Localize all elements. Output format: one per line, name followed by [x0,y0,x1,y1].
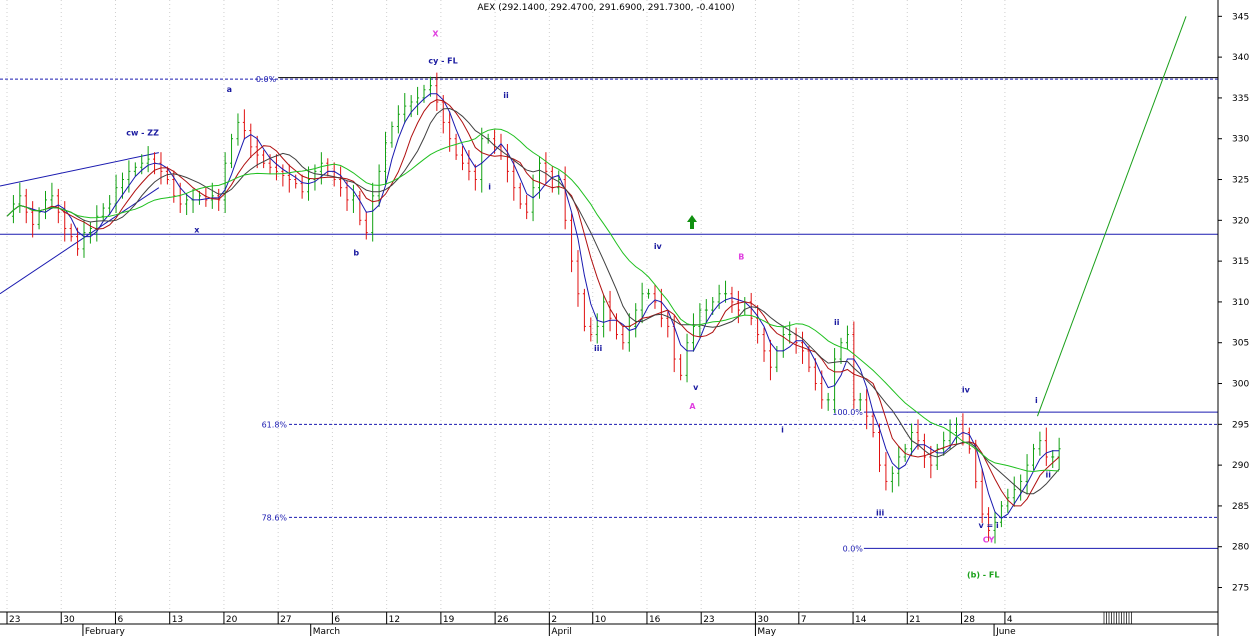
wave-label: x [194,226,200,235]
y-tick-label: 290 [1232,461,1249,471]
x-tick-label: 4 [1007,615,1013,625]
wave-label: v [693,383,699,392]
month-label: May [757,627,776,636]
x-tick-label: 10 [595,615,607,625]
x-tick-label: 19 [443,615,455,625]
wave-label: iii [594,344,602,353]
up-arrow-icon [687,215,697,229]
y-tick-label: 285 [1232,502,1249,512]
month-label: June [995,627,1016,636]
wave-label: iv [962,385,971,394]
x-tick-label: 21 [909,615,920,625]
y-tick-label: 300 [1232,380,1249,390]
x-tick-label: 16 [649,615,661,625]
wave-label: B [738,252,744,261]
y-tick-label: 335 [1232,94,1249,104]
level-label: 0.0% [256,75,277,84]
wave-label: iv [654,242,663,251]
y-tick-label: 325 [1232,176,1249,186]
x-tick-label: 12 [389,615,400,625]
month-label: February [85,627,126,636]
wave-label: i [781,425,784,434]
wedge-lower-line [0,187,160,295]
month-label: April [551,627,572,636]
y-tick-label: 295 [1232,420,1249,430]
wave-label: (b) - FL [967,571,1000,580]
x-tick-label: 7 [801,615,807,625]
x-tick-label: 28 [964,615,976,625]
level-label: 61.8% [262,420,288,429]
x-tick-label: 2 [551,615,557,625]
x-tick-label: 23 [703,615,714,625]
x-tick-label: 30 [63,615,75,625]
y-tick-label: 345 [1232,12,1249,22]
y-tick-label: 340 [1232,53,1249,63]
y-tick-label: 320 [1232,216,1249,226]
wave-label: i [488,182,491,191]
ma-fast-line [6,93,1060,519]
wave-label: CY [983,536,995,545]
projection-line [1036,16,1187,417]
x-tick-label: 6 [117,615,123,625]
month-label: March [313,627,340,636]
wave-label: cy - FL [428,57,457,66]
x-tick-label: 6 [334,615,340,625]
wave-label: cw - ZZ [126,128,159,137]
ma-mid-line [6,99,1060,507]
y-axis: 275 280 285 290 295 300 305 310 315 320 325 330 335 3… [1217,0,1249,636]
y-tick-label: 330 [1232,135,1249,145]
x-tick-label: 13 [172,615,183,625]
trend-lines [0,16,1187,417]
wave-label: a [227,85,232,94]
y-tick-label: 305 [1232,339,1249,349]
fibonacci-levels: 0.0% 61.8% 78.6% 100.0% 0.0% [0,75,1218,553]
wave-label: A [689,402,696,411]
price-candles [11,72,1061,544]
wave-label: X [432,30,439,39]
wave-label: ii [503,91,509,100]
x-tick-label: 26 [497,615,509,625]
x-tick-label: 20 [226,615,238,625]
x-tick-label: 23 [9,615,20,625]
wave-label: iii [876,509,884,518]
ma-long-line [6,128,1060,473]
moving-averages [6,93,1060,519]
wedge-upper-line [0,152,159,187]
y-tick-label: 315 [1232,257,1249,267]
x-tick-label: 14 [855,615,867,625]
y-tick-label: 280 [1232,543,1249,553]
x-axis: 23 30 6 13 20 27 6 12 19 26 2 10 16 23 30 7 14 21 28 4 Febru… [0,611,1218,636]
level-label: 100.0% [832,408,863,417]
ma-slow-line [6,107,1060,495]
wave-label: v = i [979,521,999,530]
level-label: 0.0% [843,544,864,553]
level-label: 78.6% [262,513,288,522]
y-tick-label: 275 [1232,584,1249,594]
x-tick-label: 30 [757,615,769,625]
wave-label: ii [1046,470,1052,479]
chart-title: AEX (292.1400, 292.4700, 291.6900, 291.7… [477,3,734,13]
x-tick-label: 27 [280,615,291,625]
y-tick-label: 310 [1232,298,1249,308]
wave-label: ii [834,318,840,327]
wave-label: b [353,248,359,257]
wave-label: i [1035,396,1038,405]
